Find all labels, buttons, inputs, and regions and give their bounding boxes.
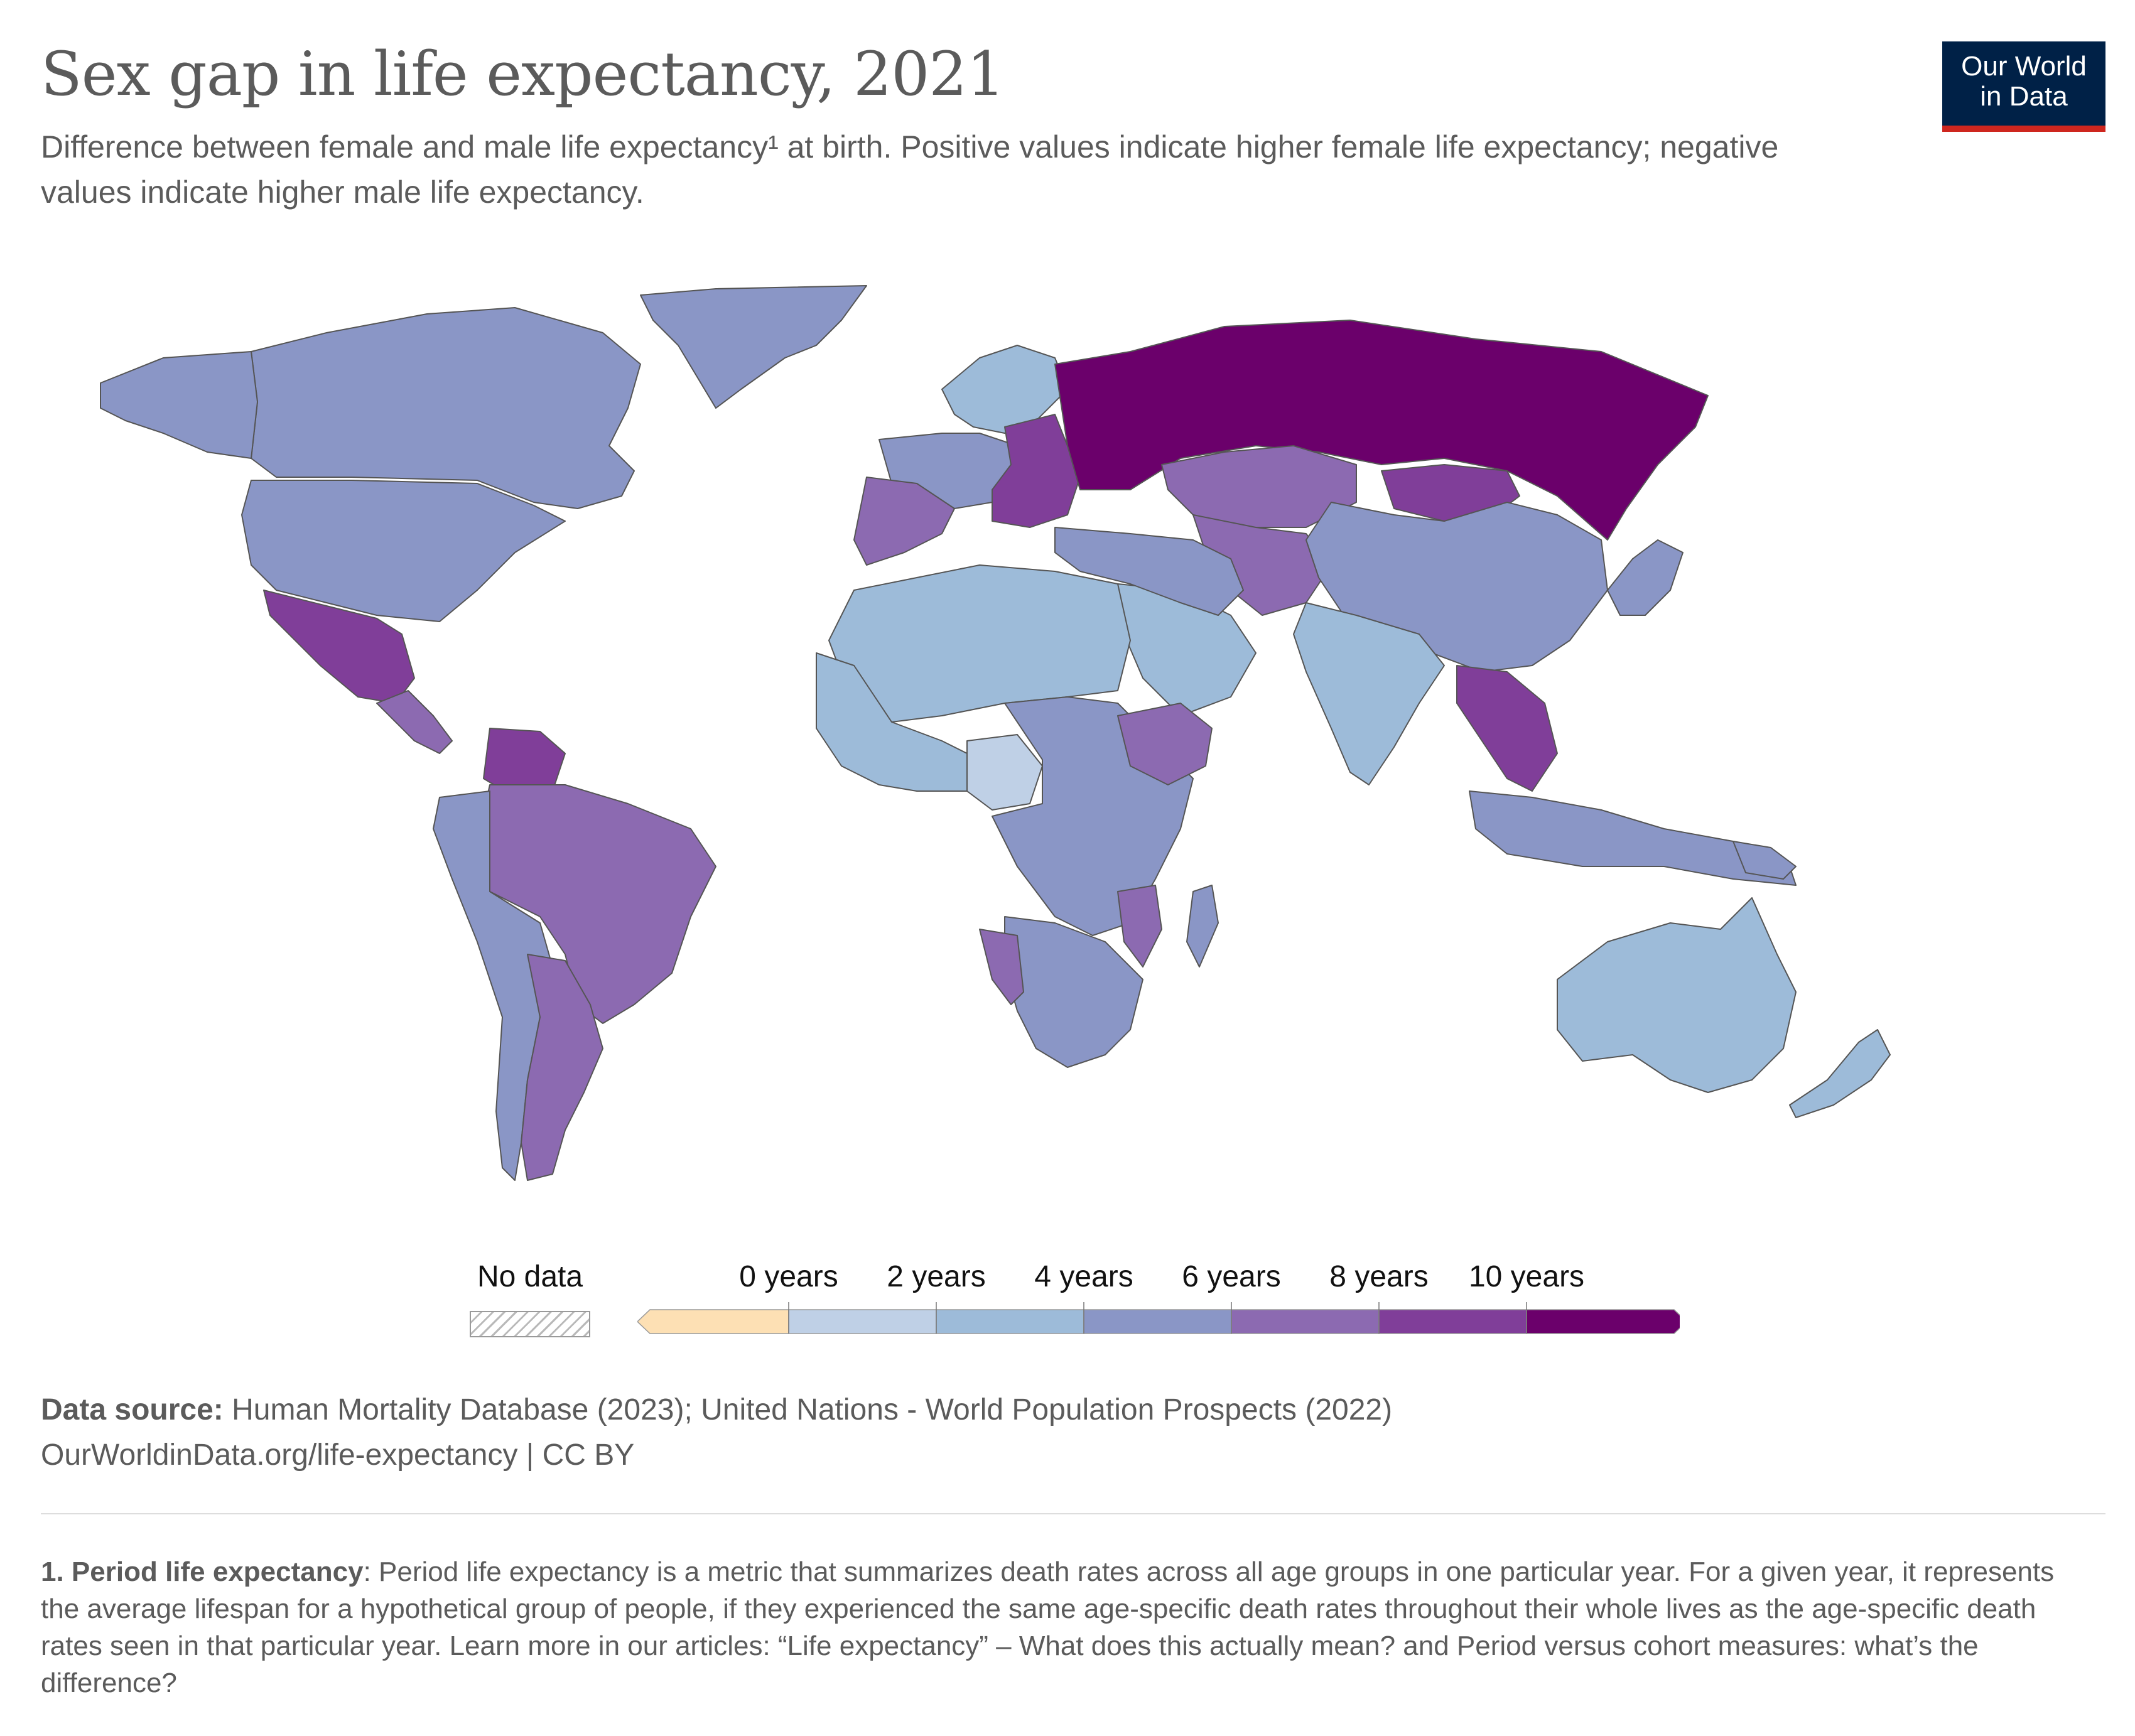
region-canada[interactable] (251, 307, 641, 509)
region-madagascar[interactable] (1186, 885, 1219, 968)
region-eastern-europe[interactable] (992, 414, 1081, 528)
footnote-label: 1. Period life expectancy (41, 1556, 364, 1587)
source-label: Data source: (41, 1393, 224, 1426)
region-southeast-asia[interactable] (1456, 665, 1558, 792)
region-bolivia-peru-chile[interactable] (433, 790, 553, 1181)
legend-tick-label: 0 years (739, 1260, 838, 1293)
region-new-zealand[interactable] (1789, 1029, 1891, 1118)
region-nigeria[interactable] (966, 734, 1043, 811)
legend-color-bar (637, 1302, 1680, 1334)
region-india[interactable] (1293, 602, 1445, 785)
region-brazil[interactable] (477, 784, 716, 1024)
legend-bin-6-8[interactable] (1231, 1309, 1380, 1334)
source-text: Human Mortality Database (2023); United … (232, 1393, 1393, 1426)
source-block: Data source: Human Mortality Database (2… (41, 1388, 2113, 1478)
legend-bin-0-2[interactable] (788, 1309, 937, 1334)
footnote-text: : Period life expectancy is a metric tha… (41, 1556, 2055, 1698)
divider (41, 1513, 2105, 1514)
legend-tick-label: 6 years (1182, 1260, 1281, 1293)
legend-no-data-label: No data (477, 1260, 583, 1293)
legend-tick-label: 4 years (1034, 1260, 1133, 1293)
region-japan-korea[interactable] (1607, 539, 1684, 616)
region-ethiopia[interactable] (1117, 703, 1213, 785)
region-iceland-norway-sweden[interactable] (941, 345, 1068, 434)
chart-subtitle: Difference between female and male life … (41, 129, 1779, 210)
region-iran-turkey[interactable] (1054, 527, 1244, 616)
legend-no-data-swatch (470, 1311, 590, 1337)
legend-bin-gt10[interactable] (1526, 1309, 1680, 1334)
region-southern-africa[interactable] (1004, 916, 1143, 1068)
legend-tick-label: 2 years (887, 1260, 986, 1293)
owid-logo[interactable]: Our World in Data (1942, 41, 2105, 132)
region-papua-new-guinea[interactable] (1732, 841, 1797, 880)
region-greenland[interactable] (640, 285, 867, 409)
region-argentina[interactable] (521, 954, 603, 1181)
legend-tick-label: 10 years (1468, 1260, 1585, 1293)
legend-bin-4-6[interactable] (1083, 1309, 1232, 1334)
legend-bin-lt0[interactable] (637, 1309, 789, 1334)
region-central-america[interactable] (376, 690, 453, 754)
logo-line-2: in Data (1980, 81, 2068, 112)
legend-tick-label: 8 years (1329, 1260, 1429, 1293)
region-france-spain[interactable] (853, 477, 955, 566)
world-map (100, 285, 1891, 1181)
chart-title: Sex gap in life expectancy, 2021 (41, 39, 1005, 109)
region-russia[interactable] (1054, 320, 1709, 541)
logo-line-1: Our World (1961, 51, 2087, 82)
legend-bin-8-10[interactable] (1378, 1309, 1527, 1334)
region-namibia-mozambique[interactable] (979, 885, 1162, 1005)
legend-bin-2-4[interactable] (936, 1309, 1084, 1334)
region-united-states[interactable] (241, 480, 566, 622)
footnote: 1. Period life expectancy: Period life e… (41, 1553, 2082, 1701)
region-alaska[interactable] (100, 351, 258, 459)
region-australia[interactable] (1557, 897, 1797, 1093)
region-indonesia-philippines[interactable] (1469, 790, 1797, 886)
source-url[interactable]: OurWorldinData.org/life-expectancy | CC … (41, 1438, 635, 1472)
